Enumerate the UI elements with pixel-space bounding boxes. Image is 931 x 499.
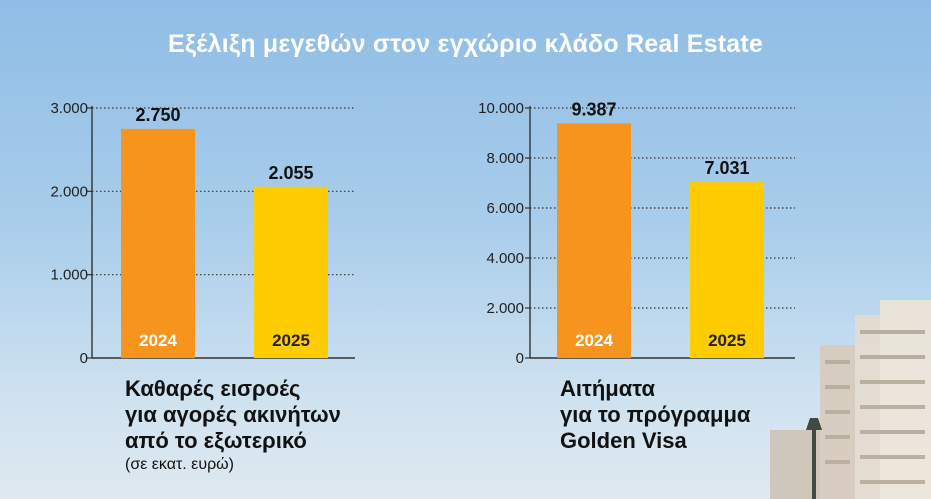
data-label: 7.031: [704, 158, 749, 178]
chart-right: 0 2.000 4.000 6.000 8.000 10.000 9.387 2024 7.03…: [478, 99, 795, 367]
caption-right: Αιτήματα για το πρόγραμμα Golden Visa: [560, 376, 750, 454]
y-tick-label: 8.000: [486, 150, 524, 167]
category-label: 2024: [575, 331, 613, 350]
caption-right-line-1: Αιτήματα: [560, 376, 655, 401]
data-label: 2.750: [135, 105, 180, 125]
data-label: 2.055: [268, 163, 313, 183]
caption-right-line-3: Golden Visa: [560, 428, 687, 453]
bar-2025: [690, 182, 764, 358]
caption-left-line-2: για αγορές ακινήτων: [125, 402, 341, 427]
category-label: 2025: [708, 331, 746, 350]
category-label: 2025: [272, 331, 310, 350]
caption-left-line-3: από το εξωτερικό: [125, 428, 307, 453]
category-label: 2024: [139, 331, 177, 350]
bar-2024: [557, 123, 631, 358]
data-label: 9.387: [571, 99, 616, 119]
y-tick-label: 6.000: [486, 200, 524, 217]
caption-left: Καθαρές εισροές για αγορές ακινήτων από …: [125, 376, 341, 476]
caption-left-unit: (σε εκατ. ευρώ): [125, 456, 234, 473]
chart-left: 0 1.000 2.000 3.000 2.750 2024 2.055 2025: [50, 100, 355, 367]
y-tick-label: 4.000: [486, 250, 524, 267]
y-tick-label: 10.000: [478, 100, 524, 117]
bar-2024: [121, 128, 195, 358]
y-tick-label: 2.000: [50, 183, 88, 200]
bar-2025: [254, 186, 328, 358]
y-tick-label: 0: [516, 350, 524, 367]
y-tick-label: 3.000: [50, 100, 88, 117]
caption-left-line-1: Καθαρές εισροές: [125, 376, 301, 401]
caption-right-line-2: για το πρόγραμμα: [560, 402, 751, 427]
page-title: Εξέλιξη μεγεθών στον εγχώριο κλάδο Real …: [167, 30, 764, 58]
y-tick-label: 2.000: [486, 300, 524, 317]
y-tick-label: 0: [80, 350, 88, 367]
y-tick-label: 1.000: [50, 267, 88, 284]
